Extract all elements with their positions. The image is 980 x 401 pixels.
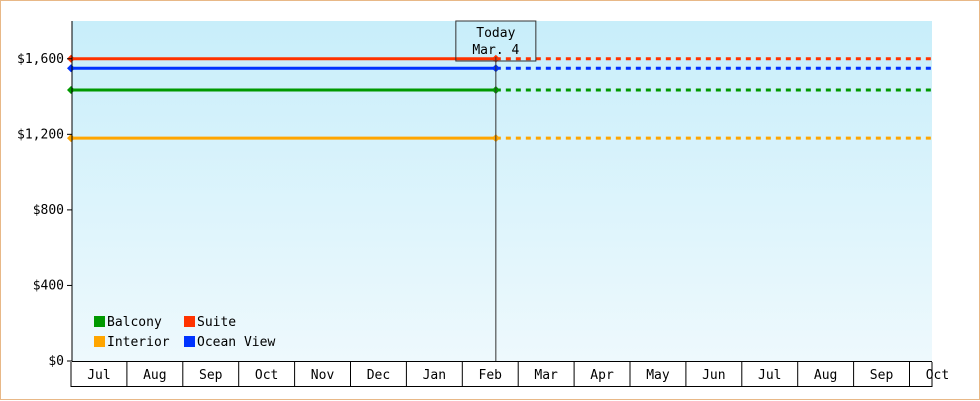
series-point-ocean-view (67, 64, 75, 73)
series-point-interior (67, 134, 75, 143)
y-tick-label: $400 (33, 278, 64, 293)
x-tick-label: Aug (143, 368, 166, 383)
today-date: Mar. 4 (472, 43, 519, 58)
legend-swatch-ocean-view (184, 336, 195, 347)
x-tick-label: Oct (255, 368, 278, 383)
y-tick-label: $0 (48, 354, 64, 369)
x-tick-label: Jan (423, 368, 446, 383)
x-tick-label: Jul (87, 368, 110, 383)
x-tick-label: Aug (814, 368, 837, 383)
legend-label-ocean-view: Ocean View (197, 335, 275, 350)
x-tick-label: Feb (479, 368, 503, 383)
legend-label-suite: Suite (197, 315, 236, 330)
today-box (455, 20, 537, 62)
legend-label-interior: Interior (107, 335, 170, 350)
x-tick-label: May (646, 368, 670, 383)
legend-label-balcony: Balcony (107, 315, 162, 330)
legend-swatch-suite (184, 316, 195, 327)
x-tick-label: Oct (926, 368, 949, 383)
today-label: Today (476, 26, 515, 41)
x-tick-label: Nov (311, 368, 335, 383)
y-tick-label: $1,200 (17, 127, 64, 142)
x-tick-label: Jul (758, 368, 781, 383)
legend-swatch-interior (94, 336, 105, 347)
y-tick-label: $800 (33, 203, 64, 218)
x-tick-label: Jun (702, 368, 725, 383)
x-tick-label: Sep (870, 368, 894, 383)
legend-swatch-balcony (94, 316, 105, 327)
x-tick-label: Dec (367, 368, 390, 383)
x-tick-label: Apr (590, 368, 614, 383)
y-tick-label: $1,600 (17, 52, 64, 67)
x-tick-label: Mar (534, 368, 558, 383)
x-tick-label: Sep (199, 368, 223, 383)
plot-area (72, 21, 932, 361)
series-point-balcony (67, 85, 75, 94)
